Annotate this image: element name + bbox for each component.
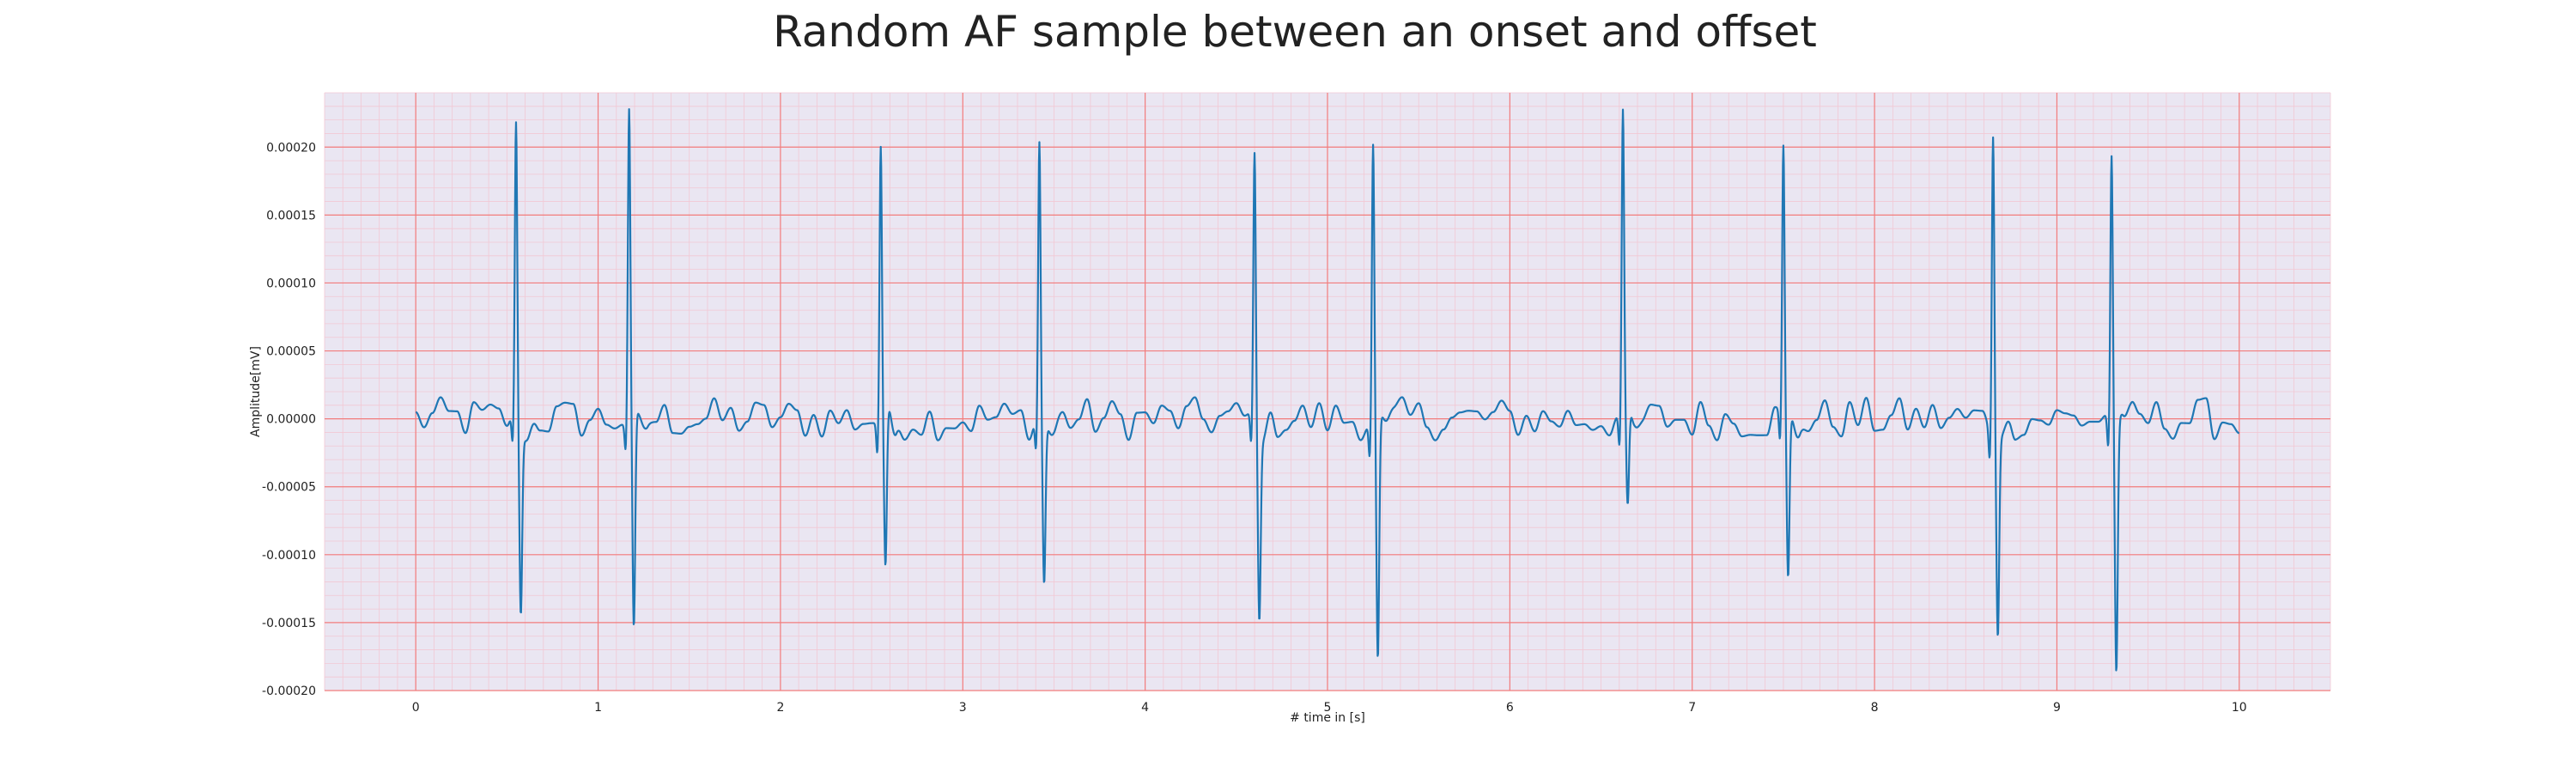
y-tick-label: 0.00000 bbox=[266, 413, 316, 427]
x-tick-label: 7 bbox=[1688, 701, 1696, 715]
x-tick-label: 4 bbox=[1141, 701, 1149, 715]
x-tick-label: 6 bbox=[1506, 701, 1514, 715]
y-axis-ticks: -0.00020 -0.00015 -0.00010 -0.00005 0.00000 0… bbox=[262, 141, 316, 698]
x-tick-label: 3 bbox=[959, 701, 967, 715]
y-tick-label: 0.00005 bbox=[266, 345, 316, 359]
y-tick-label: -0.00020 bbox=[262, 685, 316, 698]
y-tick-label: -0.00005 bbox=[262, 481, 316, 495]
x-axis-label: # time in [s] bbox=[1290, 711, 1365, 725]
y-axis-label: Amplitude[mV] bbox=[249, 346, 263, 437]
x-tick-label: 8 bbox=[1871, 701, 1879, 715]
x-axis-ticks: 0 1 2 3 4 5 6 7 8 9 10 bbox=[412, 701, 2247, 715]
x-tick-label: 10 bbox=[2232, 701, 2247, 715]
y-tick-label: -0.00015 bbox=[262, 617, 316, 630]
y-tick-label: 0.00015 bbox=[266, 209, 316, 222]
x-tick-label: 2 bbox=[776, 701, 784, 715]
x-tick-label: 0 bbox=[412, 701, 420, 715]
y-tick-label: -0.00010 bbox=[262, 549, 316, 563]
series-line-ecg bbox=[415, 108, 2240, 672]
x-tick-label: 5 bbox=[1324, 701, 1332, 715]
y-tick-label: 0.00010 bbox=[266, 277, 316, 290]
chart-title: Random AF sample between an onset and of… bbox=[773, 7, 1817, 57]
y-tick-label: 0.00020 bbox=[266, 141, 316, 155]
x-tick-label: 9 bbox=[2053, 701, 2061, 715]
x-tick-label: 1 bbox=[594, 701, 602, 715]
